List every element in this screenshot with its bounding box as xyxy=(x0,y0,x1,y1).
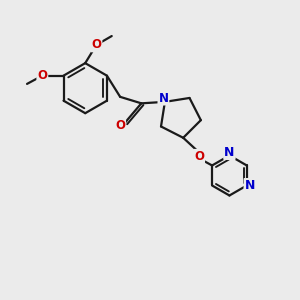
Text: N: N xyxy=(244,179,255,192)
Text: O: O xyxy=(115,119,125,132)
Text: N: N xyxy=(158,92,168,104)
Text: O: O xyxy=(37,69,47,82)
Text: O: O xyxy=(194,150,204,163)
Text: O: O xyxy=(92,38,101,51)
Text: N: N xyxy=(224,146,235,159)
